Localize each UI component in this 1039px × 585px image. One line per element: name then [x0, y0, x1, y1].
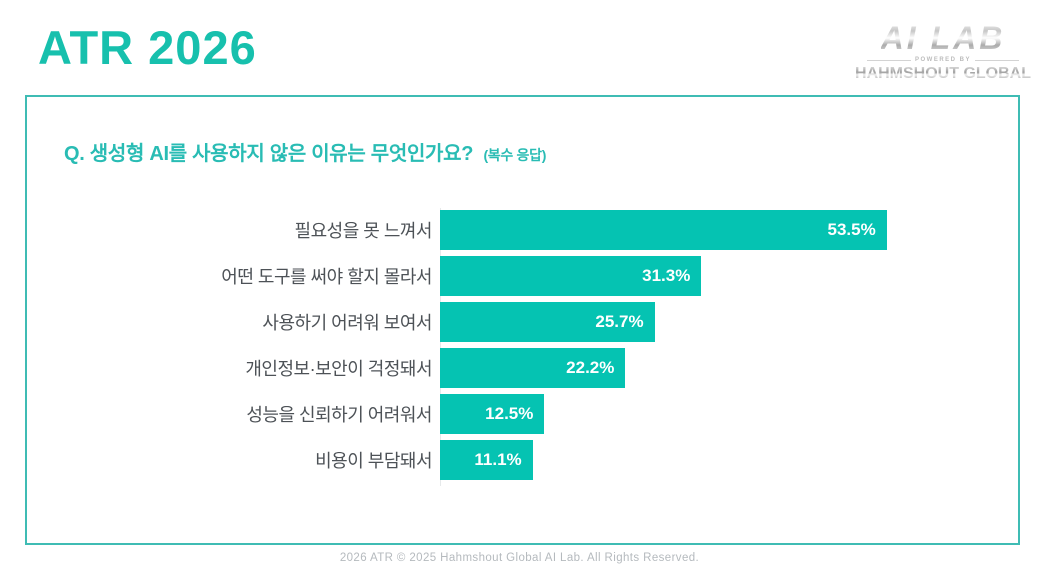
divider-line — [867, 59, 911, 61]
category-label: 어떤 도구를 써야 할지 몰라서 — [221, 267, 432, 287]
bar: 22.2% — [440, 348, 626, 388]
category-label: 개인정보·보안이 걱정돼서 — [245, 359, 432, 379]
chart-row: 성능을 신뢰하기 어려워서 12.5% — [27, 394, 1018, 434]
value-label: 25.7% — [595, 312, 644, 331]
bar-track: 25.7% — [440, 302, 1018, 342]
bar: 25.7% — [440, 302, 655, 342]
powered-by-text: POWERED BY — [915, 57, 972, 63]
question-suffix: (복수 응답) — [483, 147, 547, 163]
bar-track: 22.2% — [440, 348, 1018, 388]
category-label: 필요성을 못 느껴서 — [294, 221, 433, 241]
chart-question: Q. 생성형 AI를 사용하지 않은 이유는 무엇인가요? (복수 응답) — [64, 137, 1018, 166]
bar-chart: 필요성을 못 느껴서 53.5% 어떤 도구를 써야 할지 몰라서 31.3% 사용하기… — [27, 208, 1018, 486]
category-label: 성능을 신뢰하기 어려워서 — [246, 405, 432, 425]
bar-track: 11.1% — [440, 440, 1018, 480]
bar: 31.3% — [440, 256, 702, 296]
bar: 53.5% — [440, 210, 887, 250]
value-label: 31.3% — [642, 266, 691, 285]
chart-row: 어떤 도구를 써야 할지 몰라서 31.3% — [27, 256, 1018, 296]
chart-row: 비용이 부담돼서 11.1% — [27, 440, 1018, 480]
bar-track: 12.5% — [440, 394, 1018, 434]
hahmshout-global-text: HAHMSHOUT GLOBAL — [855, 65, 1031, 82]
chart-panel: Q. 생성형 AI를 사용하지 않은 이유는 무엇인가요? (복수 응답) 필요… — [25, 95, 1020, 545]
category-label: 사용하기 어려워 보여서 — [262, 313, 432, 333]
ailab-logo-text: AI LAB — [880, 20, 1006, 56]
chart-row: 사용하기 어려워 보여서 25.7% — [27, 302, 1018, 342]
bar-track: 53.5% — [440, 210, 1018, 250]
category-label: 비용이 부담돼서 — [315, 451, 432, 471]
value-label: 11.1% — [474, 450, 522, 469]
page-title: ATR 2026 — [38, 21, 257, 74]
chart-row: 필요성을 못 느껴서 53.5% — [27, 210, 1018, 250]
bar-track: 31.3% — [440, 256, 1018, 296]
question-text: Q. 생성형 AI를 사용하지 않은 이유는 무엇인가요? — [64, 143, 474, 165]
value-label: 53.5% — [827, 220, 876, 239]
value-label: 22.2% — [566, 358, 615, 377]
bar: 11.1% — [440, 440, 533, 480]
footer-copyright: 2026 ATR © 2025 Hahmshout Global AI Lab.… — [339, 552, 700, 564]
chart-row: 개인정보·보안이 걱정돼서 22.2% — [27, 348, 1018, 388]
value-label: 12.5% — [485, 404, 534, 423]
bar: 12.5% — [440, 394, 545, 434]
divider-line — [975, 59, 1020, 61]
powered-by-row: POWERED BY — [867, 57, 1020, 63]
ailab-logo: AI LAB POWERED BY HAHMSHOUT GLOBAL — [855, 20, 1031, 82]
